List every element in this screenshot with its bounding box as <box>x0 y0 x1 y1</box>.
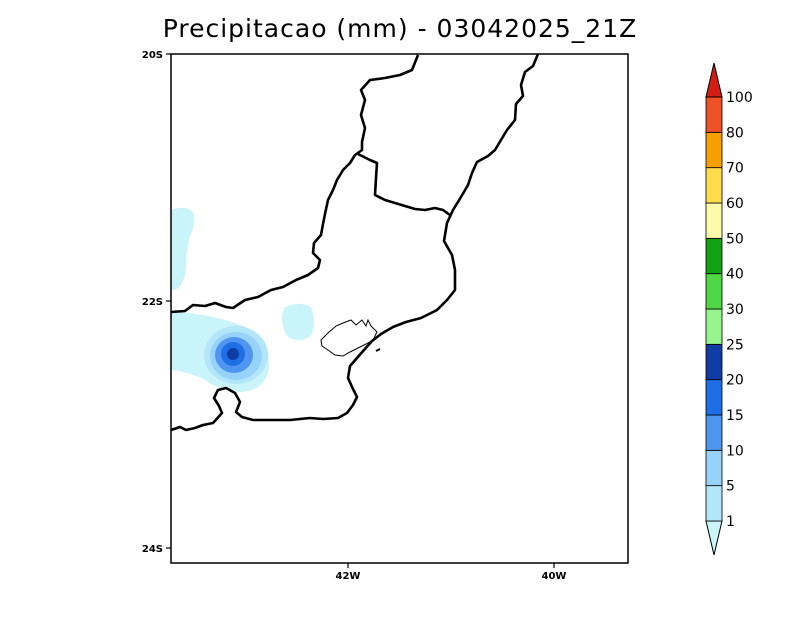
colorbar-label: 20 <box>726 373 744 389</box>
lon-label-40w: 40W <box>542 571 567 582</box>
municipal-border <box>320 318 381 357</box>
colorbar-label: 100 <box>726 90 753 106</box>
municipal-outline <box>320 318 378 357</box>
colorbar-label: 1 <box>726 514 735 530</box>
lon-label-42w: 42W <box>336 571 361 582</box>
island-marker <box>375 348 381 352</box>
map-frame <box>170 53 629 564</box>
precip-area-east <box>282 303 314 340</box>
colorbar-arrow-low <box>705 520 723 556</box>
colorbar-label: 70 <box>726 161 744 177</box>
map-title: Precipitacao (mm) - 03042025_21Z <box>0 14 800 43</box>
colorbar-segment <box>705 273 723 310</box>
colorbar-segment <box>705 485 723 522</box>
precip-contour-25 <box>227 348 239 360</box>
lat-label-20s: 20S <box>142 50 163 61</box>
colorbar-label: 10 <box>726 443 744 459</box>
colorbar-label: 25 <box>726 337 744 353</box>
precipitation-field <box>171 207 314 392</box>
colorbar-label: 40 <box>726 267 744 283</box>
colorbar-segment <box>705 202 723 239</box>
colorbar-segment <box>705 449 723 487</box>
state-border-mg-es <box>357 152 451 217</box>
colorbar-segment <box>705 343 723 381</box>
lat-label-22s: 22S <box>142 297 163 308</box>
colorbar-label: 15 <box>726 408 744 424</box>
colorbar-segment <box>705 237 723 275</box>
lat-label-24s: 24S <box>142 544 163 555</box>
colorbar-label: 80 <box>726 125 744 141</box>
colorbar-segment <box>705 167 723 204</box>
axis-ticks <box>166 53 555 568</box>
colorbar-label: 5 <box>726 479 735 495</box>
coastline-es <box>171 54 540 432</box>
colorbar-segment <box>705 96 723 133</box>
precip-area-northwest <box>171 207 195 290</box>
colorbar-segment <box>705 379 723 416</box>
colorbar-segment <box>705 414 723 451</box>
colorbar-label: 30 <box>726 302 744 318</box>
map-title-text: Precipitacao (mm) - 03042025_21Z <box>162 14 638 43</box>
colorbar-segment <box>705 131 723 169</box>
colorbar-arrow-high <box>705 62 723 98</box>
colorbar-segment <box>705 308 723 345</box>
colorbar-label: 50 <box>726 231 744 247</box>
map-borders <box>171 54 540 432</box>
colorbar-label: 60 <box>726 196 744 212</box>
state-border-mg-rj <box>171 54 420 314</box>
